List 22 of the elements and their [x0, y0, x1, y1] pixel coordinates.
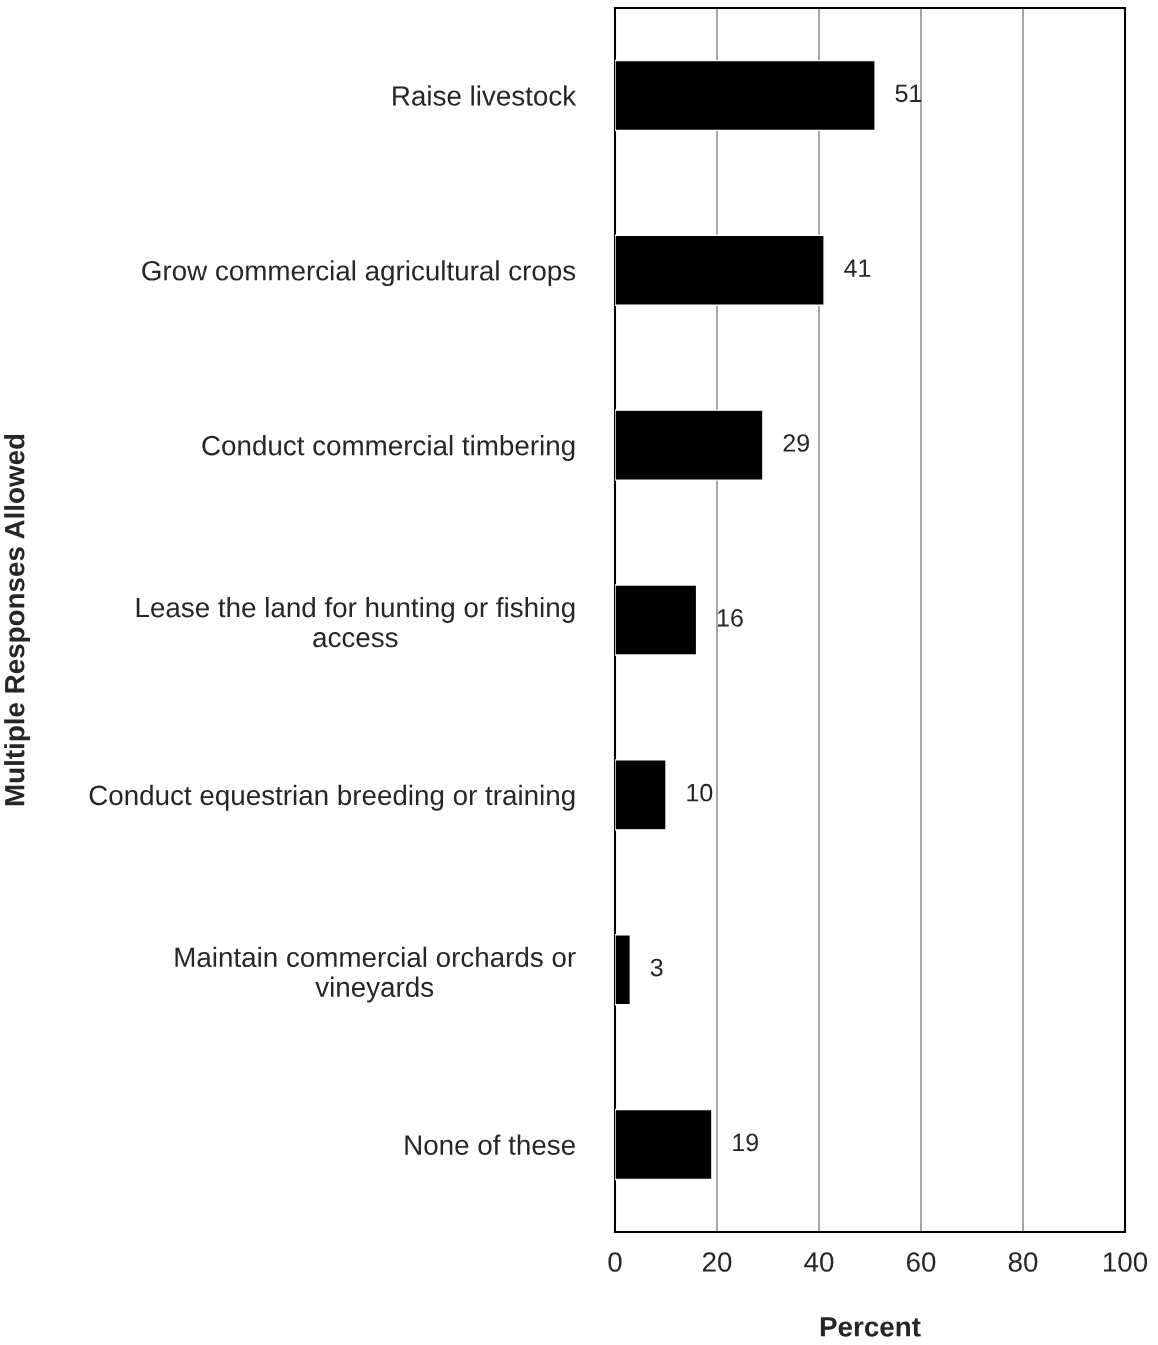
x-axis-title: Percent	[820, 1317, 921, 1337]
y-tick-label: Conduct equestrian breeding or training	[89, 784, 575, 811]
x-tick-label: 0	[608, 1252, 622, 1272]
y-tick-label: None of these	[405, 1134, 575, 1155]
x-tick-label: 80	[1008, 1252, 1038, 1272]
data-label: 10	[687, 783, 713, 802]
y-tick-label: Lease the land for hunting or fishing access	[136, 596, 575, 648]
data-label: 51	[895, 84, 922, 103]
data-label: 3	[650, 958, 663, 977]
data-label: 16	[717, 609, 743, 627]
y-tick-label: Maintain commercial orchards or vineyards	[175, 946, 576, 1003]
x-tick-label: 60	[906, 1252, 936, 1272]
data-label: 29	[783, 434, 809, 452]
y-tick-label: Grow commercial agricultural crops	[142, 260, 576, 287]
x-tick-label: 20	[702, 1252, 732, 1272]
x-tick-label: 100	[1103, 1252, 1148, 1272]
y-tick-label: Conduct commercial timbering	[202, 435, 575, 461]
x-tick-label: 40	[804, 1252, 834, 1272]
y-axis-title: Multiple Responses Allowed	[4, 434, 30, 806]
y-tick-label: Raise livestock	[393, 85, 577, 106]
data-label: 19	[733, 1133, 758, 1152]
data-label: 41	[844, 259, 871, 277]
